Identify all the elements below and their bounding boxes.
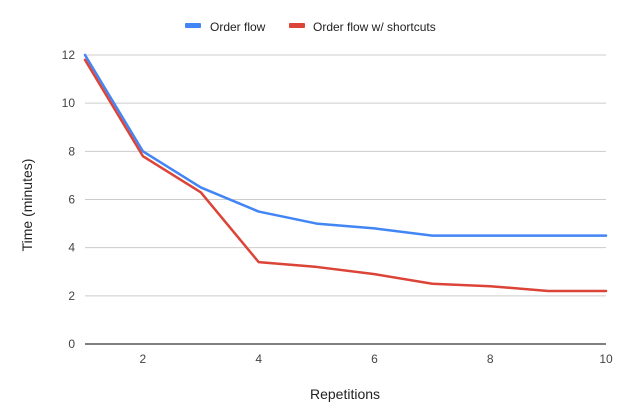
x-tick-label: 6: [371, 352, 378, 366]
y-tick-label: 8: [68, 144, 75, 158]
y-tick-label: 6: [68, 193, 75, 207]
series-line-2: [83, 58, 608, 293]
legend-label-2: Order flow w/ shortcuts: [313, 20, 436, 34]
grid-layer: [85, 54, 606, 345]
x-tick-label: 4: [255, 352, 262, 366]
x-tick-label: 2: [140, 352, 147, 366]
axis-layer: 0 2 4 6 8 10 12 2 4 6 8 10: [62, 48, 613, 366]
y-tick-label: 0: [68, 337, 75, 351]
y-tick-label: 12: [62, 48, 76, 62]
y-axis-title: Time (minutes): [19, 159, 35, 252]
x-tick-label: 10: [599, 352, 613, 366]
x-tick-label: 8: [487, 352, 494, 366]
legend: Order flow Order flow w/ shortcuts: [185, 20, 436, 34]
legend-label-1: Order flow: [210, 20, 266, 34]
series-line-1: [83, 53, 608, 237]
y-tick-label: 10: [62, 96, 76, 110]
series-layer: [83, 53, 608, 293]
y-tick-label: 4: [68, 241, 75, 255]
legend-swatch-1: [185, 23, 201, 28]
legend-swatch-2: [289, 23, 305, 28]
y-tick-label: 2: [68, 289, 75, 303]
x-axis-title: Repetitions: [310, 386, 380, 402]
